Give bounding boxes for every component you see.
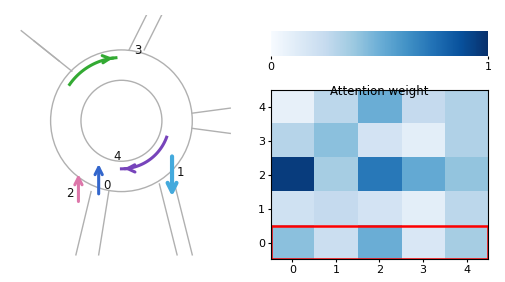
Text: 4: 4 xyxy=(114,150,121,163)
Text: 0: 0 xyxy=(104,179,111,192)
Text: Attention weight: Attention weight xyxy=(330,85,428,98)
Bar xyxy=(270,226,487,259)
Text: 2: 2 xyxy=(66,187,73,200)
Text: 1: 1 xyxy=(177,166,184,179)
Text: 3: 3 xyxy=(134,44,141,57)
